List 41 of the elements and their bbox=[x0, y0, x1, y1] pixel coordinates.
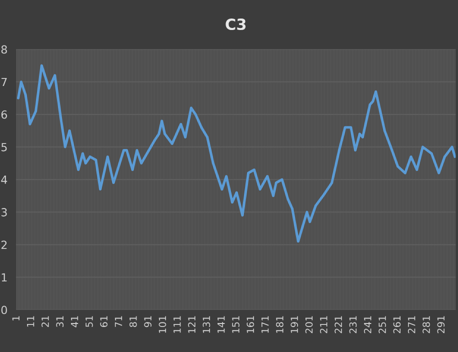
x-tick-label: 161 bbox=[246, 316, 254, 333]
x-tick-label: 141 bbox=[218, 316, 225, 333]
x-tick-label: 51 bbox=[86, 316, 93, 327]
x-tick-label: 191 bbox=[290, 316, 298, 333]
x-tick-label: 21 bbox=[42, 316, 49, 327]
x-tick-label: 261 bbox=[393, 316, 401, 334]
x-tick-label: 251 bbox=[378, 316, 386, 334]
x-tick-label: 121 bbox=[188, 316, 196, 333]
x-tick-label: 231 bbox=[349, 316, 357, 334]
y-tick-label: 4 bbox=[1, 176, 8, 184]
x-tick-label: 111 bbox=[174, 316, 181, 333]
x-tick-label: 151 bbox=[232, 316, 240, 333]
x-tick-label: 171 bbox=[262, 316, 269, 333]
x-tick-label: 31 bbox=[56, 316, 64, 327]
x-tick-label: 41 bbox=[70, 316, 78, 328]
x-tick-label: 101 bbox=[158, 316, 166, 333]
y-tick-label: 8 bbox=[1, 45, 7, 54]
x-tick-label: 91 bbox=[144, 316, 152, 328]
x-tick-label: 241 bbox=[364, 316, 372, 334]
y-tick-label: 5 bbox=[1, 143, 7, 152]
chart-title: C3 bbox=[226, 18, 246, 30]
y-tick-label: 7 bbox=[2, 78, 7, 86]
x-tick-label: 291 bbox=[437, 316, 445, 334]
x-tick-label: 131 bbox=[202, 316, 210, 333]
x-tick-label: 71 bbox=[114, 316, 122, 327]
line-series bbox=[16, 64, 456, 243]
x-tick-label: 81 bbox=[129, 316, 137, 328]
x-tick-label: 211 bbox=[320, 316, 328, 334]
x-tick-label: 281 bbox=[422, 316, 430, 334]
y-tick-label: 1 bbox=[2, 273, 7, 282]
x-tick-label: 61 bbox=[100, 316, 108, 328]
y-tick-label: 3 bbox=[1, 208, 7, 216]
y-tick-label: 6 bbox=[1, 110, 7, 119]
y-tick-label: 2 bbox=[1, 240, 7, 249]
x-tick-label: 201 bbox=[305, 316, 313, 334]
x-tick-label: 1 bbox=[12, 316, 20, 320]
x-tick-label: 11 bbox=[27, 316, 34, 327]
x-tick-label: 221 bbox=[334, 316, 342, 334]
x-tick-label: 181 bbox=[276, 316, 284, 333]
x-tick-label: 271 bbox=[408, 316, 416, 334]
y-tick-label: 0 bbox=[1, 306, 7, 314]
